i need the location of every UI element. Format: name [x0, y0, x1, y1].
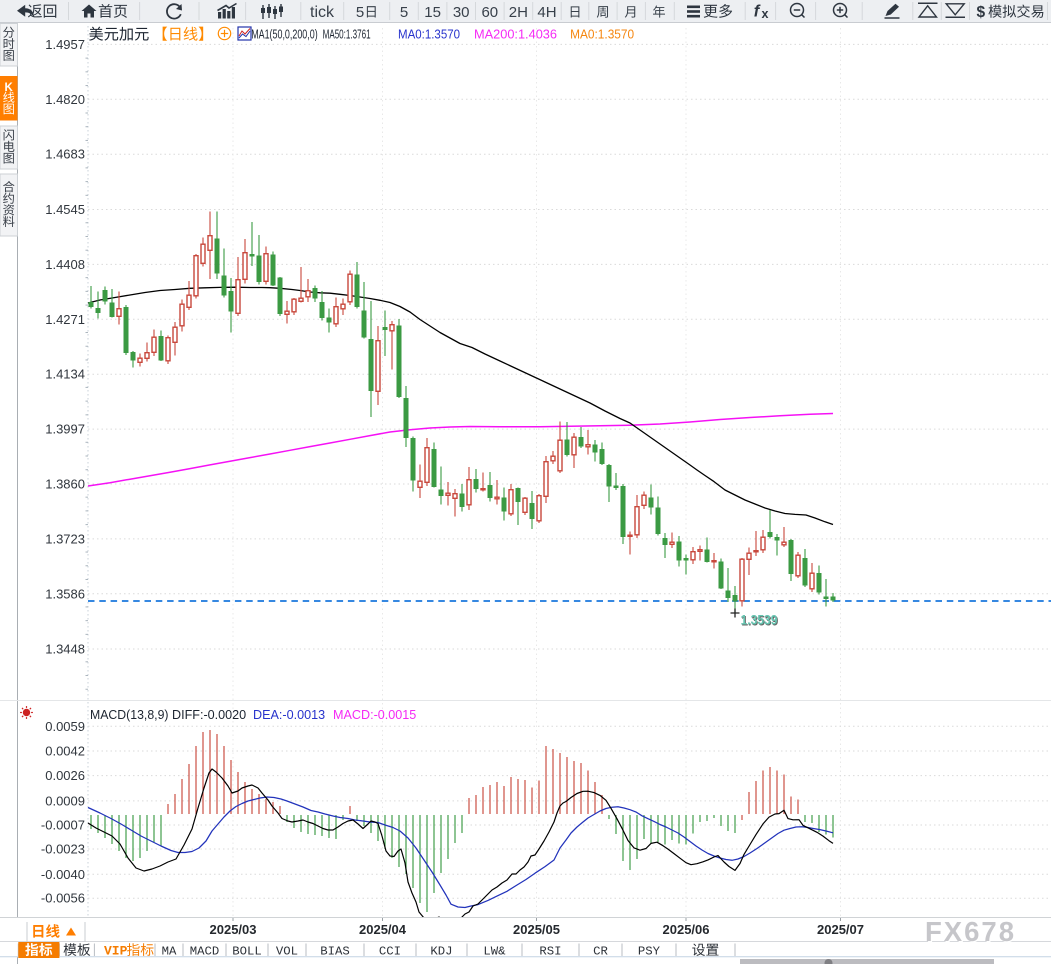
svg-text:RSI: RSI: [539, 945, 561, 959]
svg-text:VIP: VIP: [104, 944, 128, 959]
svg-text:-0.0056: -0.0056: [41, 891, 85, 906]
svg-text:1.3539: 1.3539: [741, 613, 778, 628]
svg-text:DIFF:-0.0020: DIFF:-0.0020: [172, 708, 246, 722]
svg-text:30: 30: [453, 4, 470, 21]
svg-text:MA: MA: [162, 945, 177, 959]
svg-text:DEA:-0.0013: DEA:-0.0013: [253, 708, 325, 722]
svg-text:2025/04: 2025/04: [359, 922, 407, 937]
svg-text:1.4545: 1.4545: [45, 202, 85, 217]
svg-text:15: 15: [424, 4, 441, 21]
svg-text:1.4271: 1.4271: [45, 312, 85, 327]
svg-text:60: 60: [481, 4, 498, 21]
svg-text:MA0:1.3570: MA0:1.3570: [570, 27, 634, 42]
svg-text:1.4957: 1.4957: [45, 37, 85, 52]
svg-text:MA200:1.4036: MA200:1.4036: [474, 27, 557, 42]
svg-text:MACD: MACD: [190, 945, 220, 959]
svg-text:1.3448: 1.3448: [45, 642, 85, 657]
svg-text:4H: 4H: [537, 4, 556, 21]
svg-text:CR: CR: [593, 945, 608, 959]
svg-text:KDJ: KDJ: [430, 945, 452, 959]
svg-text:$: $: [977, 4, 986, 21]
svg-text:VOL: VOL: [276, 945, 298, 959]
svg-text:2025/05: 2025/05: [513, 922, 560, 937]
svg-text:2025/07: 2025/07: [817, 922, 864, 937]
svg-text:2025/06: 2025/06: [663, 922, 710, 937]
svg-text:PSY: PSY: [638, 945, 661, 959]
svg-text:2H: 2H: [509, 4, 528, 21]
svg-text:1.3723: 1.3723: [45, 531, 85, 546]
svg-text:FX678: FX678: [925, 916, 1016, 947]
svg-text:1.4408: 1.4408: [45, 257, 85, 272]
svg-text:-0.0040: -0.0040: [41, 867, 85, 882]
svg-text:0.0059: 0.0059: [45, 719, 85, 734]
svg-text:MA50:1.3761: MA50:1.3761: [323, 27, 371, 42]
svg-text:BOLL: BOLL: [232, 945, 262, 959]
svg-text:MA1(50,0,200,0): MA1(50,0,200,0): [251, 27, 318, 42]
svg-text:tick: tick: [310, 4, 335, 21]
svg-text:2025/03: 2025/03: [210, 922, 257, 937]
svg-text:MACD(13,8,9): MACD(13,8,9): [90, 708, 169, 722]
svg-text:f: f: [754, 3, 761, 21]
svg-text:MA0:1.3570: MA0:1.3570: [398, 27, 460, 42]
svg-text:CCI: CCI: [379, 945, 401, 959]
svg-text:-0.0023: -0.0023: [41, 842, 85, 857]
svg-text:0.0042: 0.0042: [45, 744, 85, 759]
svg-text:-0.0007: -0.0007: [41, 818, 85, 833]
svg-text:1.3860: 1.3860: [45, 477, 85, 492]
svg-text:5: 5: [356, 4, 364, 21]
svg-text:x: x: [762, 7, 769, 21]
svg-text:1.3997: 1.3997: [45, 422, 85, 437]
svg-text:0.0026: 0.0026: [45, 768, 85, 783]
svg-text:LW&: LW&: [483, 945, 506, 959]
svg-text:5: 5: [400, 4, 408, 21]
svg-text:0.0009: 0.0009: [45, 793, 85, 808]
svg-text:1.4683: 1.4683: [45, 147, 85, 162]
svg-text:K: K: [5, 82, 14, 94]
svg-text:1.3586: 1.3586: [45, 586, 85, 601]
svg-text:1.4134: 1.4134: [45, 367, 85, 382]
svg-text:1.4820: 1.4820: [45, 92, 85, 107]
svg-text:MACD:-0.0015: MACD:-0.0015: [333, 708, 416, 722]
svg-text:BIAS: BIAS: [320, 945, 350, 959]
